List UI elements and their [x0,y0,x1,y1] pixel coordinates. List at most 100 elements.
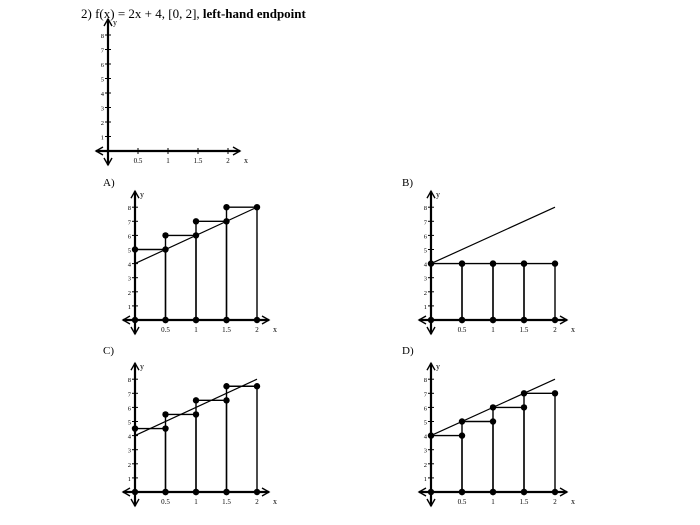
a-y-tick-label: 8 [128,205,131,212]
c-y-tick-label: 5 [128,420,131,427]
c-x-axis-label: x [273,497,277,506]
c-y-axis-label: y [140,362,144,371]
c-rect-point-left [162,411,169,418]
b-y-tick-label: 6 [424,233,428,240]
question-x-arrow-left [94,146,104,156]
a-y-tick-label: 5 [128,248,131,255]
question-x-tick-label: 1 [166,157,170,165]
b-x-tick-label: 0.5 [458,326,467,334]
a-base-point [253,316,261,324]
c-x-tick-label: 1 [194,498,198,506]
d-y-arrow-down [426,498,436,508]
question-number: 2) [81,6,92,21]
a-y-tick-label: 2 [128,290,131,297]
option-b-label: B) [402,177,413,189]
a-x-tick-label: 2 [255,326,259,334]
a-y-axis-label: y [140,190,144,199]
b-x-tick-label: 1 [491,326,495,334]
option-a-label: A) [103,177,115,189]
c-x-tick-label: 0.5 [161,498,170,506]
c-y-tick-label: 4 [128,434,132,441]
c-base-point [253,488,261,496]
question-y-tick-label: 7 [101,48,105,55]
d-y-tick-label: 3 [424,448,427,455]
c-y-tick-label: 2 [128,462,131,469]
c-rect-point-left [223,383,230,390]
c-base-point [162,488,169,496]
b-base-point [551,316,559,324]
a-x-axis-label: x [273,325,277,334]
c-y-tick-label: 1 [128,476,131,483]
d-x-tick-label: 1 [491,498,495,506]
b-rect-point-left [458,260,466,267]
c-x-tick-label: 2 [255,498,259,506]
c-rect-point-left [131,425,139,432]
d-base-point [458,488,466,496]
d-function-line [430,378,556,437]
b-y-arrow-up [426,189,436,199]
a-y-tick-label: 7 [128,219,132,226]
a-x-tick-label: 1.5 [222,326,231,334]
d-y-tick-label: 8 [424,377,427,384]
b-base-point [520,316,528,324]
a-y-arrow-down [130,326,140,336]
c-rect-point-left [192,397,200,404]
option-c-label: C) [103,345,114,357]
c-base-point [192,488,200,496]
option-d-label: D) [402,345,414,357]
c-base-point [223,488,230,496]
d-rect-point-right [551,390,559,397]
c-base-point [131,488,139,496]
a-base-point [223,316,230,324]
d-y-tick-label: 1 [424,476,427,483]
b-rect-point-left [489,260,497,267]
a-base-point [162,316,169,324]
question-y-axis-label: y [113,18,117,27]
b-y-axis-label: y [436,190,440,199]
d-x-axis-label: x [571,497,575,506]
a-y-tick-label: 1 [128,304,131,311]
b-y-tick-label: 4 [424,262,428,269]
b-y-tick-label: 7 [424,219,428,226]
question-x-tick-label: 1.5 [194,157,203,165]
d-x-arrow-right [559,487,569,497]
a-rect-point-left [192,218,200,225]
a-rect-point-left [162,232,169,239]
b-x-arrow-left [417,315,427,325]
d-base-point [520,488,528,496]
b-y-tick-label: 8 [424,205,427,212]
question-method: left-hand endpoint [202,6,306,21]
c-x-arrow-left [121,487,131,497]
question-y-tick-label: 6 [101,62,105,69]
c-y-tick-label: 6 [128,405,132,412]
b-rect-point-left [520,260,528,267]
d-x-tick-label: 2 [553,498,557,506]
b-x-arrow-right [559,315,569,325]
b-x-tick-label: 1.5 [520,326,529,334]
a-base-point [192,316,200,324]
b-x-tick-label: 2 [553,326,557,334]
question-y-tick-label: 4 [101,91,105,98]
a-y-arrow-up [130,189,140,199]
d-y-tick-label: 7 [424,391,428,398]
c-y-arrow-down [130,498,140,508]
question-y-arrow-up [103,17,113,27]
c-rect-point-right [253,383,261,390]
c-x-tick-label: 1.5 [222,498,231,506]
b-base-point [489,316,497,324]
d-y-axis-label: y [436,362,440,371]
a-base-point [131,316,139,324]
a-y-tick-label: 6 [128,233,132,240]
question-y-tick-label: 5 [101,77,104,84]
question-y-arrow-down [103,157,113,167]
d-y-tick-label: 4 [424,434,428,441]
a-y-tick-label: 3 [128,276,131,283]
b-x-axis-label: x [571,325,575,334]
question-x-tick-label: 0.5 [134,157,143,165]
b-y-tick-label: 1 [424,304,427,311]
a-x-tick-label: 1 [194,326,198,334]
d-y-tick-label: 2 [424,462,427,469]
c-y-tick-label: 7 [128,391,132,398]
a-x-arrow-right [261,315,271,325]
